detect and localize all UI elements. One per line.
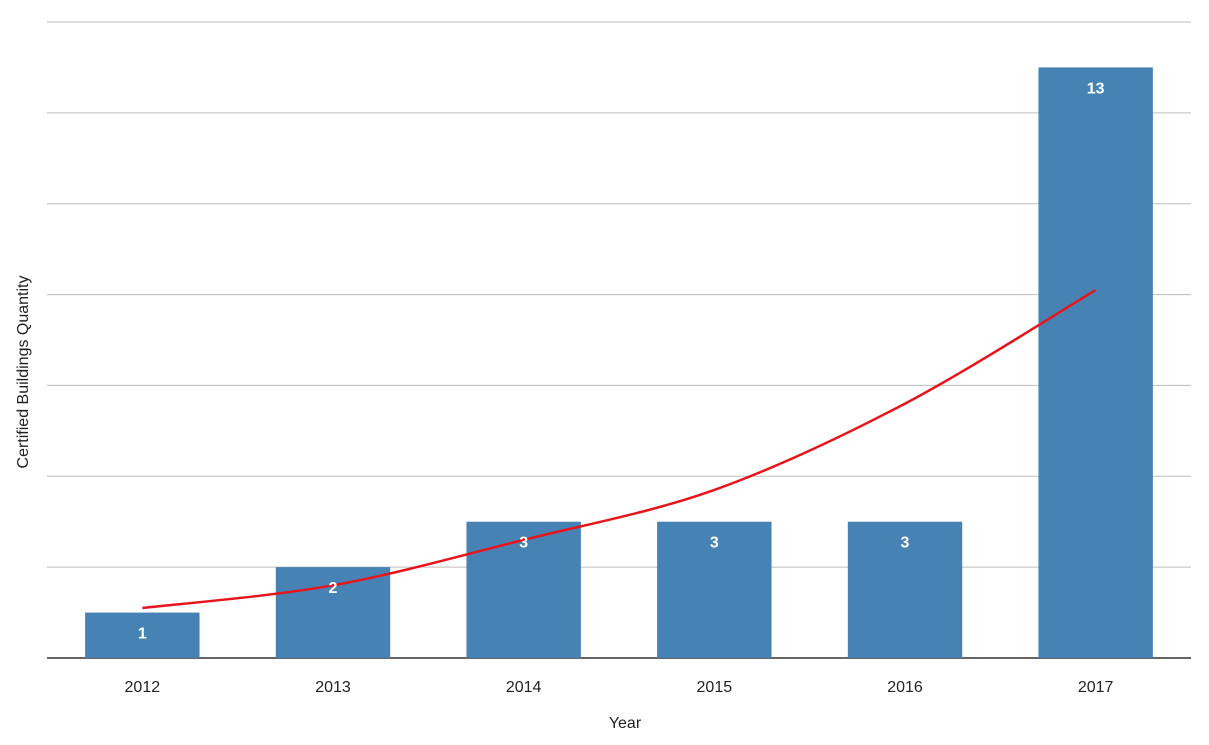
bar-value-label-2017: 13 bbox=[1087, 80, 1105, 97]
x-tick-label-2012: 2012 bbox=[125, 679, 161, 696]
bar-value-label-2013: 2 bbox=[329, 580, 338, 597]
bar-2016 bbox=[847, 521, 963, 658]
trendline-layer bbox=[142, 288, 1097, 610]
y-axis-title: Certified Buildings Quantity bbox=[15, 276, 32, 469]
bar-2017 bbox=[1038, 67, 1153, 658]
x-tick-label-2017: 2017 bbox=[1078, 679, 1114, 696]
bar-2013 bbox=[275, 567, 391, 658]
bar-value-label-2016: 3 bbox=[901, 535, 910, 552]
x-tick-label-2013: 2013 bbox=[315, 679, 351, 696]
x-tick-labels: 2012 2013 2014 2015 2016 2017 bbox=[125, 679, 1114, 696]
exponential-trendline bbox=[142, 288, 1097, 610]
x-tick-label-2015: 2015 bbox=[697, 679, 733, 696]
bar-2014 bbox=[466, 521, 581, 658]
bar-value-labels: 1 2 3 3 3 13 bbox=[138, 80, 1105, 642]
bar-value-label-2015: 3 bbox=[710, 535, 719, 552]
bar-2015 bbox=[657, 521, 772, 658]
x-tick-label-2016: 2016 bbox=[887, 679, 923, 696]
bar-2012 bbox=[85, 612, 200, 658]
bar-value-label-2012: 1 bbox=[138, 626, 147, 643]
gridlines bbox=[47, 21, 1191, 659]
x-axis-title: Year bbox=[609, 715, 642, 732]
x-tick-label-2014: 2014 bbox=[506, 679, 542, 696]
bar-value-label-2014: 3 bbox=[519, 535, 528, 552]
bars bbox=[85, 67, 1153, 658]
